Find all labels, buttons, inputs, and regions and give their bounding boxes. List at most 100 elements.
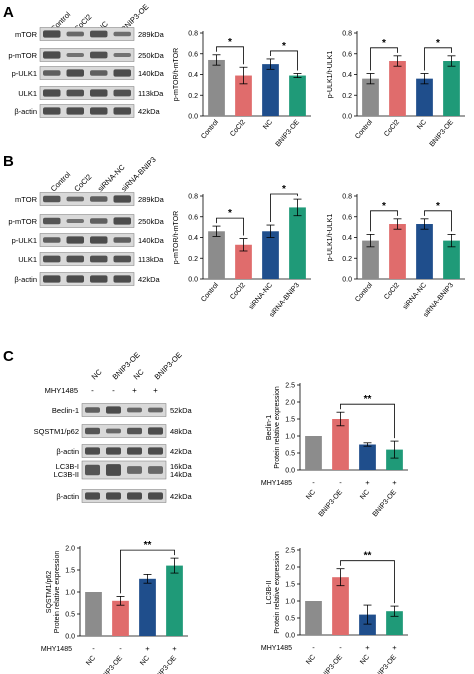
bar xyxy=(362,240,379,279)
y-tick-label: 1.0 xyxy=(285,599,295,606)
blot-band xyxy=(90,30,108,38)
x-tick-label: BNIP3-OE xyxy=(318,489,345,519)
blot-band xyxy=(66,107,84,115)
significance-label: * xyxy=(382,201,386,212)
blot-band xyxy=(43,70,61,76)
bar xyxy=(289,75,306,116)
y-tick-label: 0.6 xyxy=(188,51,198,58)
significance-bracket xyxy=(370,210,398,232)
blot-band xyxy=(106,464,121,476)
blot-row-label: β-actin xyxy=(14,107,37,116)
y-tick-label: 0.0 xyxy=(188,114,198,121)
blot-band xyxy=(90,70,108,76)
blot-band xyxy=(113,237,131,243)
blot-band xyxy=(113,275,131,283)
treatment-sign: - xyxy=(91,386,94,395)
y-tick-label: 0.6 xyxy=(342,51,352,58)
y-axis-label: SQSTM1/p62 xyxy=(46,571,53,614)
blot-row-label: Beclin-1 xyxy=(52,406,79,415)
blot-band xyxy=(113,255,131,263)
x-tick-label: BNIP3-OE xyxy=(152,655,179,674)
blot-size-label: 140kDa xyxy=(138,69,165,78)
blot-band xyxy=(90,218,108,224)
chart-2: 0.0 0.2 0.4 0.6 0.8 p-ULK1/t-ULK1 Control CoCl2… xyxy=(327,31,465,148)
blot-row-label: SQSTM1/p62 xyxy=(34,427,79,436)
blot-band xyxy=(90,255,108,263)
treatment-sign: + xyxy=(392,643,397,652)
y-tick-label: 1.0 xyxy=(285,434,295,441)
blot-row-label: LC3B-I xyxy=(56,462,79,471)
x-tick-label: BNIP3-OE xyxy=(372,489,399,519)
blot-band xyxy=(113,89,131,97)
y-tick-label: 2.0 xyxy=(285,565,295,572)
blot-band xyxy=(43,217,61,225)
blot-band xyxy=(66,275,84,283)
blot-band xyxy=(90,236,108,244)
y-tick-label: 0.5 xyxy=(65,612,75,619)
panel-letter-c: C xyxy=(3,348,14,365)
blot-row-label: β-actin xyxy=(14,275,37,284)
blot-band xyxy=(85,407,100,413)
blot-band xyxy=(113,195,131,203)
blot-strip xyxy=(39,48,135,62)
blot-band xyxy=(148,407,163,413)
y-tick-label: 0.5 xyxy=(285,451,295,458)
y-tick-label: 2.0 xyxy=(285,400,295,407)
blot-band xyxy=(127,492,142,500)
chart-7: 0.0 0.5 1.0 1.5 2.0 2.5 LC3B-II Protein relativ… xyxy=(261,548,408,674)
bar xyxy=(416,224,433,279)
bar xyxy=(332,577,349,635)
bar xyxy=(332,419,349,470)
blot-strip xyxy=(81,424,167,438)
y-axis-label: p-ULK1/t-ULK1 xyxy=(327,51,334,99)
panel-letter-a: A xyxy=(3,4,14,21)
y-tick-label: 0.8 xyxy=(342,31,352,38)
bar xyxy=(305,436,322,470)
significance-bracket xyxy=(216,217,244,236)
y-tick-label: 0.2 xyxy=(188,256,198,263)
lane-label: siRNA-BNIP3 xyxy=(119,155,157,193)
blot-size-label: 52kDa xyxy=(170,406,193,415)
bar xyxy=(443,61,460,116)
chart-3: 0.0 0.2 0.4 0.6 0.8 p-mTOR/t-mTOR Control CoCl2… xyxy=(173,184,311,319)
blot-band xyxy=(113,53,131,57)
treatment-label: MHY1485 xyxy=(41,646,72,653)
blot-row-label: p-ULK1 xyxy=(12,236,37,245)
lane-label: NC xyxy=(132,367,146,381)
blot-size-label: 14kDa xyxy=(170,470,193,479)
x-tick-label: BNIP3-OE xyxy=(275,119,302,149)
x-tick-label: CoCl2 xyxy=(383,119,401,138)
treatment-label: MHY1485 xyxy=(261,480,292,487)
treatment-sign: + xyxy=(132,386,137,395)
blot-band xyxy=(127,407,142,413)
bar xyxy=(389,224,406,279)
blot-band xyxy=(85,427,100,435)
blot-row-label: LC3B-II xyxy=(54,470,79,479)
y-tick-label: 0.6 xyxy=(188,214,198,221)
blot-band xyxy=(66,53,84,57)
blot-band xyxy=(43,275,61,283)
blot-band xyxy=(43,237,61,243)
blot-band xyxy=(85,492,100,500)
blot-band xyxy=(43,89,61,97)
treatment-sign: - xyxy=(92,644,95,653)
treatment-sign: + xyxy=(365,478,370,487)
blot-size-label: 113kDa xyxy=(138,89,164,98)
y-tick-label: 0.6 xyxy=(342,214,352,221)
significance-label: * xyxy=(228,37,232,48)
y-axis-label: Beclin-1 xyxy=(266,415,273,440)
blot-band xyxy=(85,447,100,455)
bar xyxy=(262,231,279,279)
y-axis-label: LC3B-II xyxy=(266,581,273,605)
y-tick-label: 0.0 xyxy=(285,633,295,640)
blot-size-label: 42kDa xyxy=(138,275,161,284)
blot-band xyxy=(43,30,61,38)
lane-label: BNIP3-OE xyxy=(153,350,184,381)
blot-row-label: mTOR xyxy=(15,30,38,39)
bar xyxy=(359,444,376,470)
blot-size-label: 289kDa xyxy=(138,30,165,39)
panel-letter-b: B xyxy=(3,153,14,170)
